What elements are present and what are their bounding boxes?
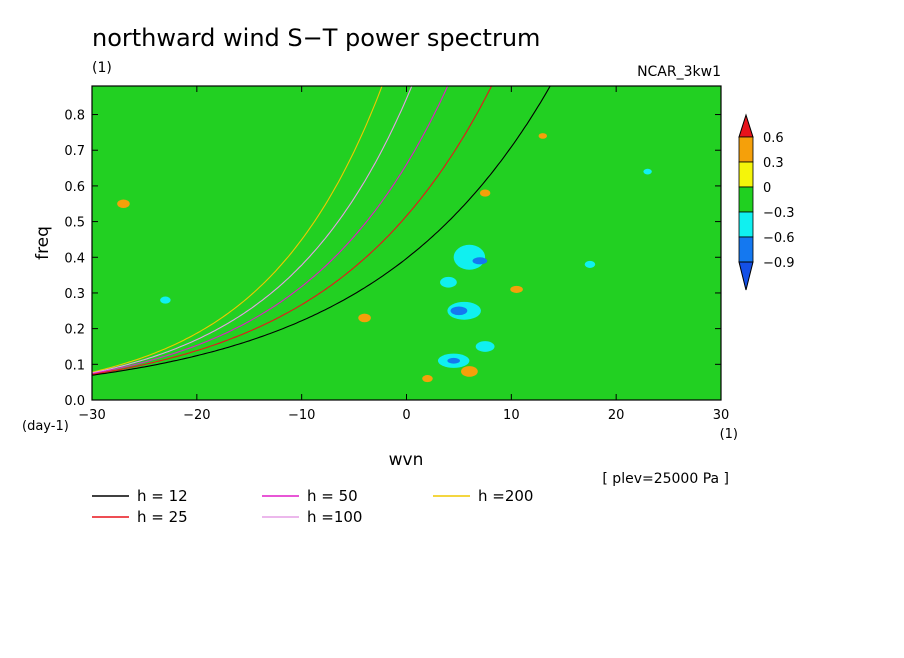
legend: h = 12 h = 25 h = 50 h =100 h =200 <box>92 487 533 526</box>
x-tick-label: −30 <box>78 408 105 423</box>
dispersion-curve <box>92 86 551 376</box>
anomaly-patch <box>358 313 371 323</box>
legend-label: h = 50 <box>307 487 358 505</box>
y-tick-label: 0.4 <box>64 251 85 266</box>
y-axis: 0.0 0.1 0.2 0.3 0.4 0.5 0.6 0.7 0.8 <box>64 109 721 409</box>
units-label: (1) <box>92 60 112 76</box>
colorbar-segment <box>738 161 754 188</box>
colorbar-segment <box>738 236 754 263</box>
dispersion-curve <box>92 86 383 373</box>
x-tick-label: −10 <box>288 408 315 423</box>
y-tick-label: 0.1 <box>64 358 85 373</box>
colorbar: 0.6 0.3 0 −0.3 −0.6 −0.9 <box>738 113 795 291</box>
legend-label: h =200 <box>478 487 533 505</box>
dispersion-curve <box>92 86 493 375</box>
legend-label: h = 12 <box>137 487 188 505</box>
x-axis: −30 −20 −10 0 10 20 30 <box>78 86 729 423</box>
pressure-level-note: [ plev=25000 Pa ] <box>602 471 729 487</box>
anomaly-patch <box>450 306 468 316</box>
anomaly-patch <box>160 296 171 304</box>
dispersion-curves <box>92 86 551 376</box>
colorbar-top-triangle <box>738 113 754 138</box>
anomaly-patch <box>422 375 433 383</box>
colorbar-label: 0.3 <box>763 156 784 171</box>
y-tick-label: 0.8 <box>64 109 85 124</box>
x-tick-label: 20 <box>608 408 625 423</box>
anomaly-patch <box>117 199 130 209</box>
colorbar-label: −0.6 <box>763 231 795 246</box>
colorbar-label: −0.3 <box>763 206 795 221</box>
x-units-label: (1) <box>720 427 738 442</box>
x-tick-label: 10 <box>503 408 520 423</box>
legend-label: h =100 <box>307 508 362 526</box>
colorbar-bottom-triangle <box>738 261 754 291</box>
y-axis-label: freq <box>33 226 53 260</box>
y-tick-label: 0.6 <box>64 180 85 195</box>
colorbar-label: 0 <box>763 181 771 196</box>
anomaly-patches <box>117 133 652 383</box>
anomaly-patch <box>447 357 460 364</box>
y-units-label: (day-1) <box>22 419 69 434</box>
legend-label: h = 25 <box>137 508 188 526</box>
colorbar-segment <box>738 136 754 163</box>
x-tick-label: −20 <box>183 408 210 423</box>
plot-area <box>92 86 721 400</box>
x-tick-label: 30 <box>713 408 730 423</box>
dispersion-curve <box>92 86 413 374</box>
anomaly-patch <box>479 189 491 197</box>
y-tick-label: 0.7 <box>64 144 85 159</box>
colorbar-label: −0.9 <box>763 256 795 271</box>
chart-title: northward wind S−T power spectrum <box>92 24 540 52</box>
field-noise <box>92 86 721 400</box>
model-label: NCAR_3kw1 <box>637 64 721 80</box>
dispersion-curve <box>92 86 449 375</box>
anomaly-patch <box>475 341 495 352</box>
x-axis-label: wvn <box>389 450 424 470</box>
anomaly-patch <box>510 285 523 293</box>
anomaly-patch <box>538 133 547 139</box>
y-tick-label: 0.5 <box>64 216 85 231</box>
colorbar-segment <box>738 211 754 238</box>
anomaly-patch <box>643 168 652 175</box>
anomaly-patch <box>440 276 457 288</box>
y-tick-label: 0.3 <box>64 287 85 302</box>
colorbar-label: 0.6 <box>763 131 784 146</box>
anomaly-patch <box>453 244 486 270</box>
y-tick-label: 0.2 <box>64 323 85 338</box>
colorbar-segment <box>738 186 754 213</box>
anomaly-patch <box>461 366 478 377</box>
anomaly-patch <box>584 260 596 268</box>
anomaly-patch <box>472 257 488 265</box>
x-tick-label: 0 <box>402 408 410 423</box>
y-tick-label: 0.0 <box>64 394 85 409</box>
